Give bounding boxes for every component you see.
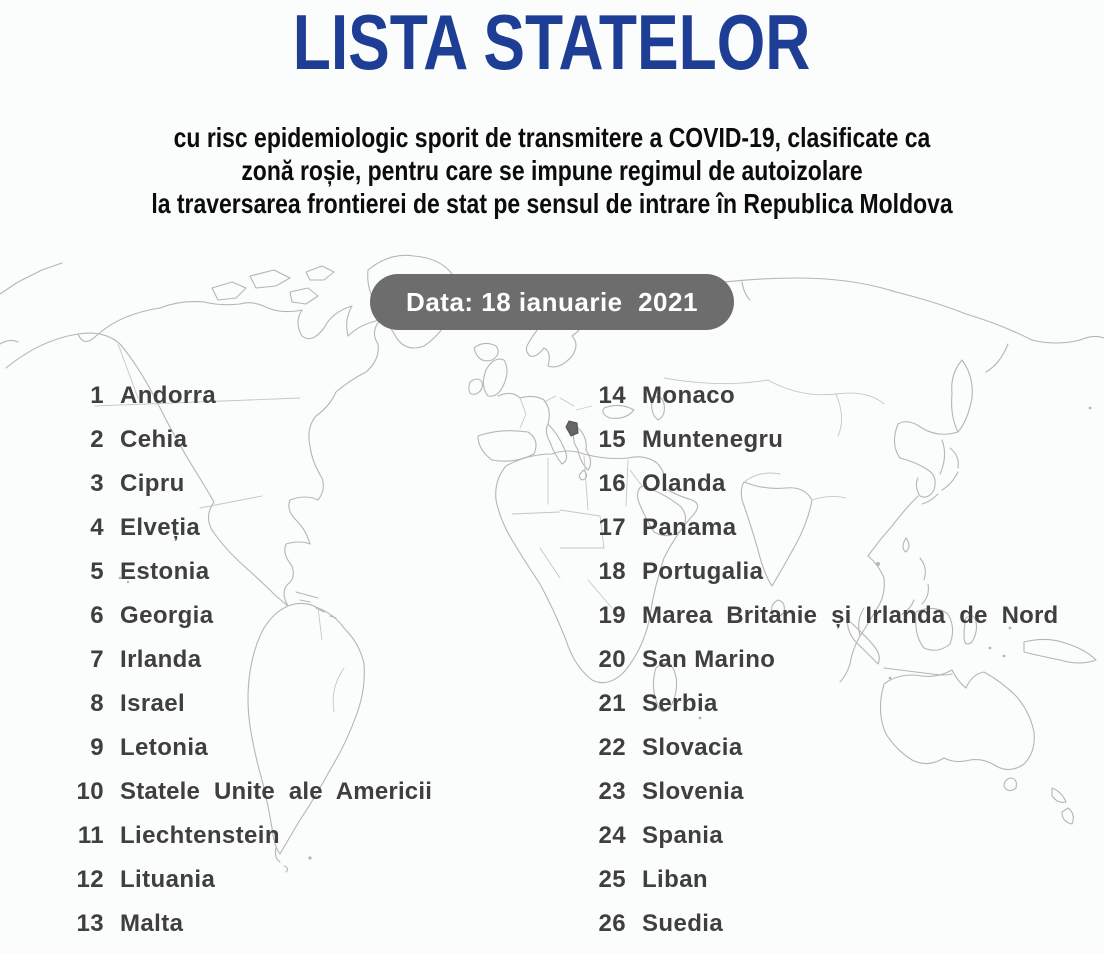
country-name: Cehia <box>120 426 188 453</box>
list-item: 20 San Marino <box>580 638 1080 682</box>
list-item: 12 Lituania <box>58 858 528 902</box>
date-badge-wrap: Data: 18 ianuarie 2021 <box>0 274 1104 330</box>
list-item: 11 Liechtenstein <box>58 814 528 858</box>
country-number: 24 <box>598 822 626 849</box>
country-number: 4 <box>90 514 104 541</box>
country-name: Panama <box>642 514 737 541</box>
list-item: 6 Georgia <box>58 594 528 638</box>
list-item: 19 Marea Britanie și Irlanda de Nord <box>580 594 1080 638</box>
country-number: 17 <box>598 514 626 541</box>
date-badge: Data: 18 ianuarie 2021 <box>370 274 734 330</box>
list-item: 7 Irlanda <box>58 638 528 682</box>
country-name: Letonia <box>120 734 209 761</box>
country-name: Lituania <box>120 866 216 893</box>
country-number: 3 <box>90 470 104 497</box>
country-name: Malta <box>120 910 184 937</box>
country-number: 13 <box>76 910 104 937</box>
list-item: 3 Cipru <box>58 462 528 506</box>
country-number: 7 <box>90 646 104 673</box>
country-name: Muntenegru <box>642 426 784 453</box>
country-name: Georgia <box>120 602 214 629</box>
country-name: Irlanda <box>120 646 202 673</box>
subtitle-line-3: la traversarea frontierei de stat pe sen… <box>151 188 953 219</box>
country-list-left: 1 Andorra 2 Cehia 3 Cipru 4 Elveția 5 Es… <box>58 374 528 946</box>
country-name: Statele Unite ale Americii <box>120 778 433 805</box>
country-number: 21 <box>598 690 626 717</box>
list-item: 2 Cehia <box>58 418 528 462</box>
list-item: 18 Portugalia <box>580 550 1080 594</box>
country-name: Liban <box>642 866 708 893</box>
list-item: 22 Slovacia <box>580 726 1080 770</box>
list-item: 24 Spania <box>580 814 1080 858</box>
country-number: 2 <box>90 426 104 453</box>
list-item: 10 Statele Unite ale Americii <box>58 770 528 814</box>
country-name: Olanda <box>642 470 726 497</box>
list-item: 25 Liban <box>580 858 1080 902</box>
country-number: 25 <box>598 866 626 893</box>
country-name: Monaco <box>642 382 736 409</box>
list-item: 5 Estonia <box>58 550 528 594</box>
country-number: 8 <box>90 690 104 717</box>
country-number: 15 <box>598 426 626 453</box>
country-number: 9 <box>90 734 104 761</box>
map-highlight-region <box>565 420 579 437</box>
country-name: Suedia <box>642 910 724 937</box>
country-name: Marea Britanie și Irlanda de Nord <box>642 602 1059 629</box>
list-item: 1 Andorra <box>58 374 528 418</box>
list-item: 8 Israel <box>58 682 528 726</box>
subtitle: cu risc epidemiologic sporit de transmit… <box>99 121 1004 220</box>
country-number: 11 <box>77 822 104 849</box>
list-item: 9 Letonia <box>58 726 528 770</box>
country-number: 6 <box>90 602 104 629</box>
page-title-text: LISTA STATELOR <box>293 0 811 86</box>
country-number: 20 <box>598 646 626 673</box>
country-name: Israel <box>120 690 186 717</box>
country-name: Serbia <box>642 690 718 717</box>
world-outline-map <box>0 254 1104 873</box>
list-item: 23 Slovenia <box>580 770 1080 814</box>
country-name: Slovacia <box>642 734 743 761</box>
country-name: Andorra <box>120 382 217 409</box>
list-item: 16 Olanda <box>580 462 1080 506</box>
country-name: San Marino <box>642 646 776 673</box>
list-item: 4 Elveția <box>58 506 528 550</box>
list-item: 13 Malta <box>58 902 528 946</box>
country-number: 1 <box>90 382 104 409</box>
country-name: Liechtenstein <box>120 822 280 849</box>
country-name: Estonia <box>120 558 210 585</box>
country-name: Portugalia <box>642 558 764 585</box>
list-item: 26 Suedia <box>580 902 1080 946</box>
country-list-right: 14 Monaco 15 Muntenegru 16 Olanda 17 Pan… <box>580 374 1080 946</box>
country-name: Cipru <box>120 470 185 497</box>
country-number: 14 <box>598 382 626 409</box>
country-number: 22 <box>598 734 626 761</box>
country-number: 19 <box>598 602 626 629</box>
country-number: 16 <box>598 470 626 497</box>
list-item: 17 Panama <box>580 506 1080 550</box>
list-item: 15 Muntenegru <box>580 418 1080 462</box>
country-number: 23 <box>598 778 626 805</box>
subtitle-line-2: zonă roșie, pentru care se impune regimu… <box>241 155 863 186</box>
country-name: Slovenia <box>642 778 744 805</box>
subtitle-line-1: cu risc epidemiologic sporit de transmit… <box>173 122 931 153</box>
list-item: 14 Monaco <box>580 374 1080 418</box>
country-number: 10 <box>76 778 104 805</box>
list-item: 21 Serbia <box>580 682 1080 726</box>
country-number: 12 <box>76 866 104 893</box>
country-number: 5 <box>90 558 104 585</box>
country-number: 18 <box>598 558 626 585</box>
country-name: Spania <box>642 822 724 849</box>
page-title: LISTA STATELOR <box>0 2 1104 82</box>
country-number: 26 <box>598 910 626 937</box>
country-name: Elveția <box>120 514 201 541</box>
